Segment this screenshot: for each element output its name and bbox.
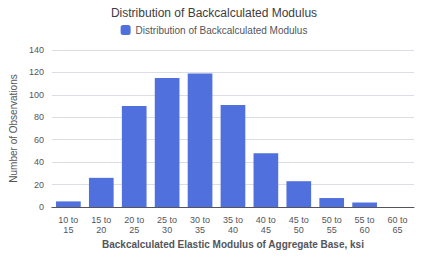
svg-text:80: 80 bbox=[34, 112, 44, 122]
svg-text:15 to: 15 to bbox=[91, 215, 111, 225]
svg-text:Backcalculated Elastic Modulus: Backcalculated Elastic Modulus of Aggreg… bbox=[102, 239, 364, 250]
svg-text:25: 25 bbox=[129, 225, 139, 235]
svg-text:10 to: 10 to bbox=[58, 215, 78, 225]
svg-text:30 to: 30 to bbox=[190, 215, 210, 225]
svg-text:35: 35 bbox=[195, 225, 205, 235]
svg-text:20: 20 bbox=[96, 225, 106, 235]
svg-text:60: 60 bbox=[34, 135, 44, 145]
svg-text:50: 50 bbox=[294, 225, 304, 235]
svg-text:Distribution of Backcalculated: Distribution of Backcalculated Modulus bbox=[136, 25, 308, 36]
svg-text:45 to: 45 to bbox=[289, 215, 309, 225]
svg-text:120: 120 bbox=[29, 67, 44, 77]
svg-text:Number of Observations: Number of Observations bbox=[8, 74, 19, 182]
svg-text:45: 45 bbox=[261, 225, 271, 235]
svg-text:15: 15 bbox=[63, 225, 73, 235]
svg-text:25 to: 25 to bbox=[157, 215, 177, 225]
svg-text:40: 40 bbox=[34, 157, 44, 167]
svg-text:60 to: 60 to bbox=[388, 215, 408, 225]
svg-text:40 to: 40 to bbox=[256, 215, 276, 225]
svg-text:55 to: 55 to bbox=[355, 215, 375, 225]
svg-text:50 to: 50 to bbox=[322, 215, 342, 225]
svg-text:20 to: 20 to bbox=[124, 215, 144, 225]
svg-text:Distribution of Backcalculated: Distribution of Backcalculated Modulus bbox=[111, 6, 317, 20]
svg-text:40: 40 bbox=[228, 225, 238, 235]
svg-text:20: 20 bbox=[34, 180, 44, 190]
svg-text:55: 55 bbox=[327, 225, 337, 235]
svg-text:30: 30 bbox=[162, 225, 172, 235]
svg-text:100: 100 bbox=[29, 90, 44, 100]
svg-text:140: 140 bbox=[29, 45, 44, 55]
svg-text:35 to: 35 to bbox=[223, 215, 243, 225]
svg-text:65: 65 bbox=[393, 225, 403, 235]
svg-text:60: 60 bbox=[360, 225, 370, 235]
svg-text:0: 0 bbox=[39, 202, 44, 212]
